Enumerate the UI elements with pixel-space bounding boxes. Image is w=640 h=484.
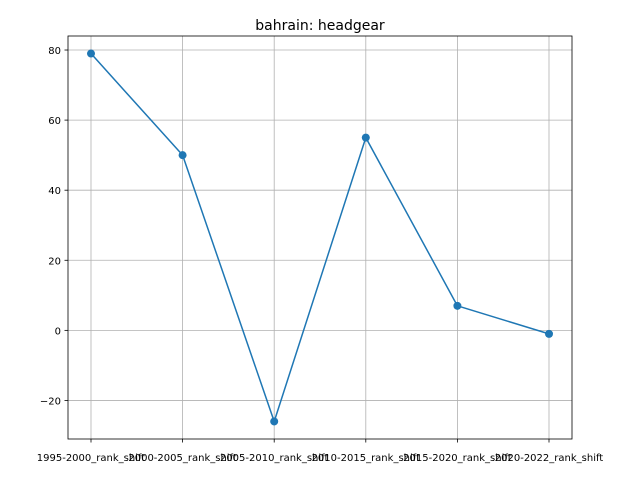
x-tick-label: 2015-2020_rank_shift (403, 453, 512, 464)
x-tick-label: 2010-2015_rank_shift (312, 453, 421, 464)
data-point-2010-2015_rank_shift (361, 133, 370, 142)
axis-ticks: −20 0 20 40 60 80 1995-2000_rank_shift2000-200… (37, 46, 604, 464)
x-tick-label: 2000-2005_rank_shift (128, 453, 237, 464)
y-tick-label: 80 (48, 46, 61, 57)
series-layer (87, 49, 553, 426)
series-line (90, 53, 550, 423)
chart-title: bahrain: headgear (255, 18, 385, 34)
y-tick-label: 40 (48, 186, 61, 197)
x-tick-label: 1995-2000_rank_shift (37, 453, 146, 464)
y-tick-label: 20 (48, 256, 61, 267)
data-point-2005-2010_rank_shift (270, 417, 279, 426)
plot-area-frame (67, 35, 573, 440)
data-point-1995-2000_rank_shift (87, 49, 95, 58)
y-tick-label: −20 (40, 396, 61, 407)
x-tick-label: 2020-2022_rank_shift (495, 453, 604, 464)
data-point-2020-2022_rank_shift (545, 329, 553, 338)
grid-lines (68, 36, 572, 439)
data-point-2000-2005_rank_shift (178, 151, 187, 160)
y-tick-label: 60 (48, 116, 61, 127)
x-tick-label: 2005-2010_rank_shift (220, 453, 329, 464)
y-tick-label: 0 (55, 326, 61, 337)
data-point-2015-2020_rank_shift (453, 301, 462, 310)
